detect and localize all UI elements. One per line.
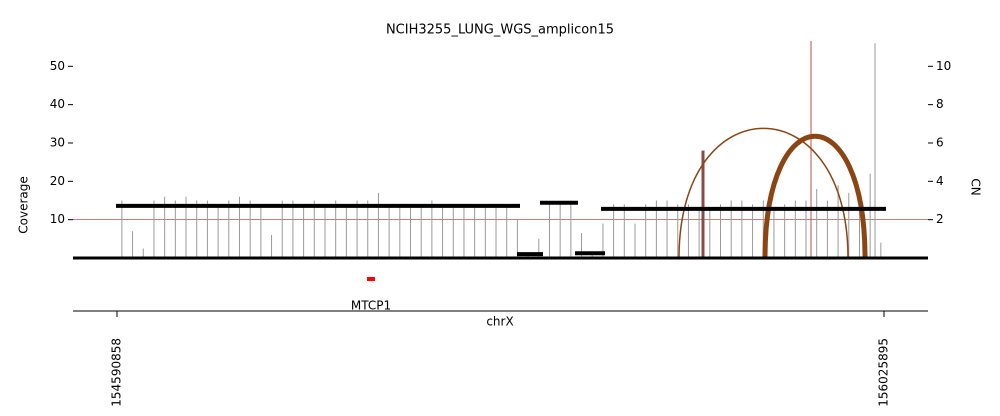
y2-tick-label: 10 [936, 59, 951, 73]
y-tick-label: 20 [50, 174, 65, 188]
chart-title: NCIH3255_LUNG_WGS_amplicon15 [386, 23, 614, 38]
y-tick-label: 40 [50, 97, 65, 111]
plot-area [73, 41, 928, 259]
gene-marker [367, 277, 376, 281]
y-axis-label: Coverage [17, 176, 31, 234]
y2-tick-label: 4 [936, 174, 944, 188]
y2-axis-label: CN [969, 178, 983, 195]
y2-tick-label: 2 [936, 212, 944, 226]
y-tick-label: 50 [50, 59, 65, 73]
x-axis-label: chrX [486, 315, 513, 329]
y-tick-label: 30 [50, 135, 65, 149]
breakpoint-arc [678, 127, 849, 259]
breakpoint-arc [762, 134, 868, 259]
y2-tick-label: 8 [936, 97, 944, 111]
x-tick-label: 154590858 [110, 338, 124, 407]
x-tick-label: 156025895 [876, 338, 890, 407]
y2-tick-label: 6 [936, 135, 944, 149]
y-tick-label: 10 [50, 212, 65, 226]
gene-label: MTCP1 [351, 299, 391, 313]
